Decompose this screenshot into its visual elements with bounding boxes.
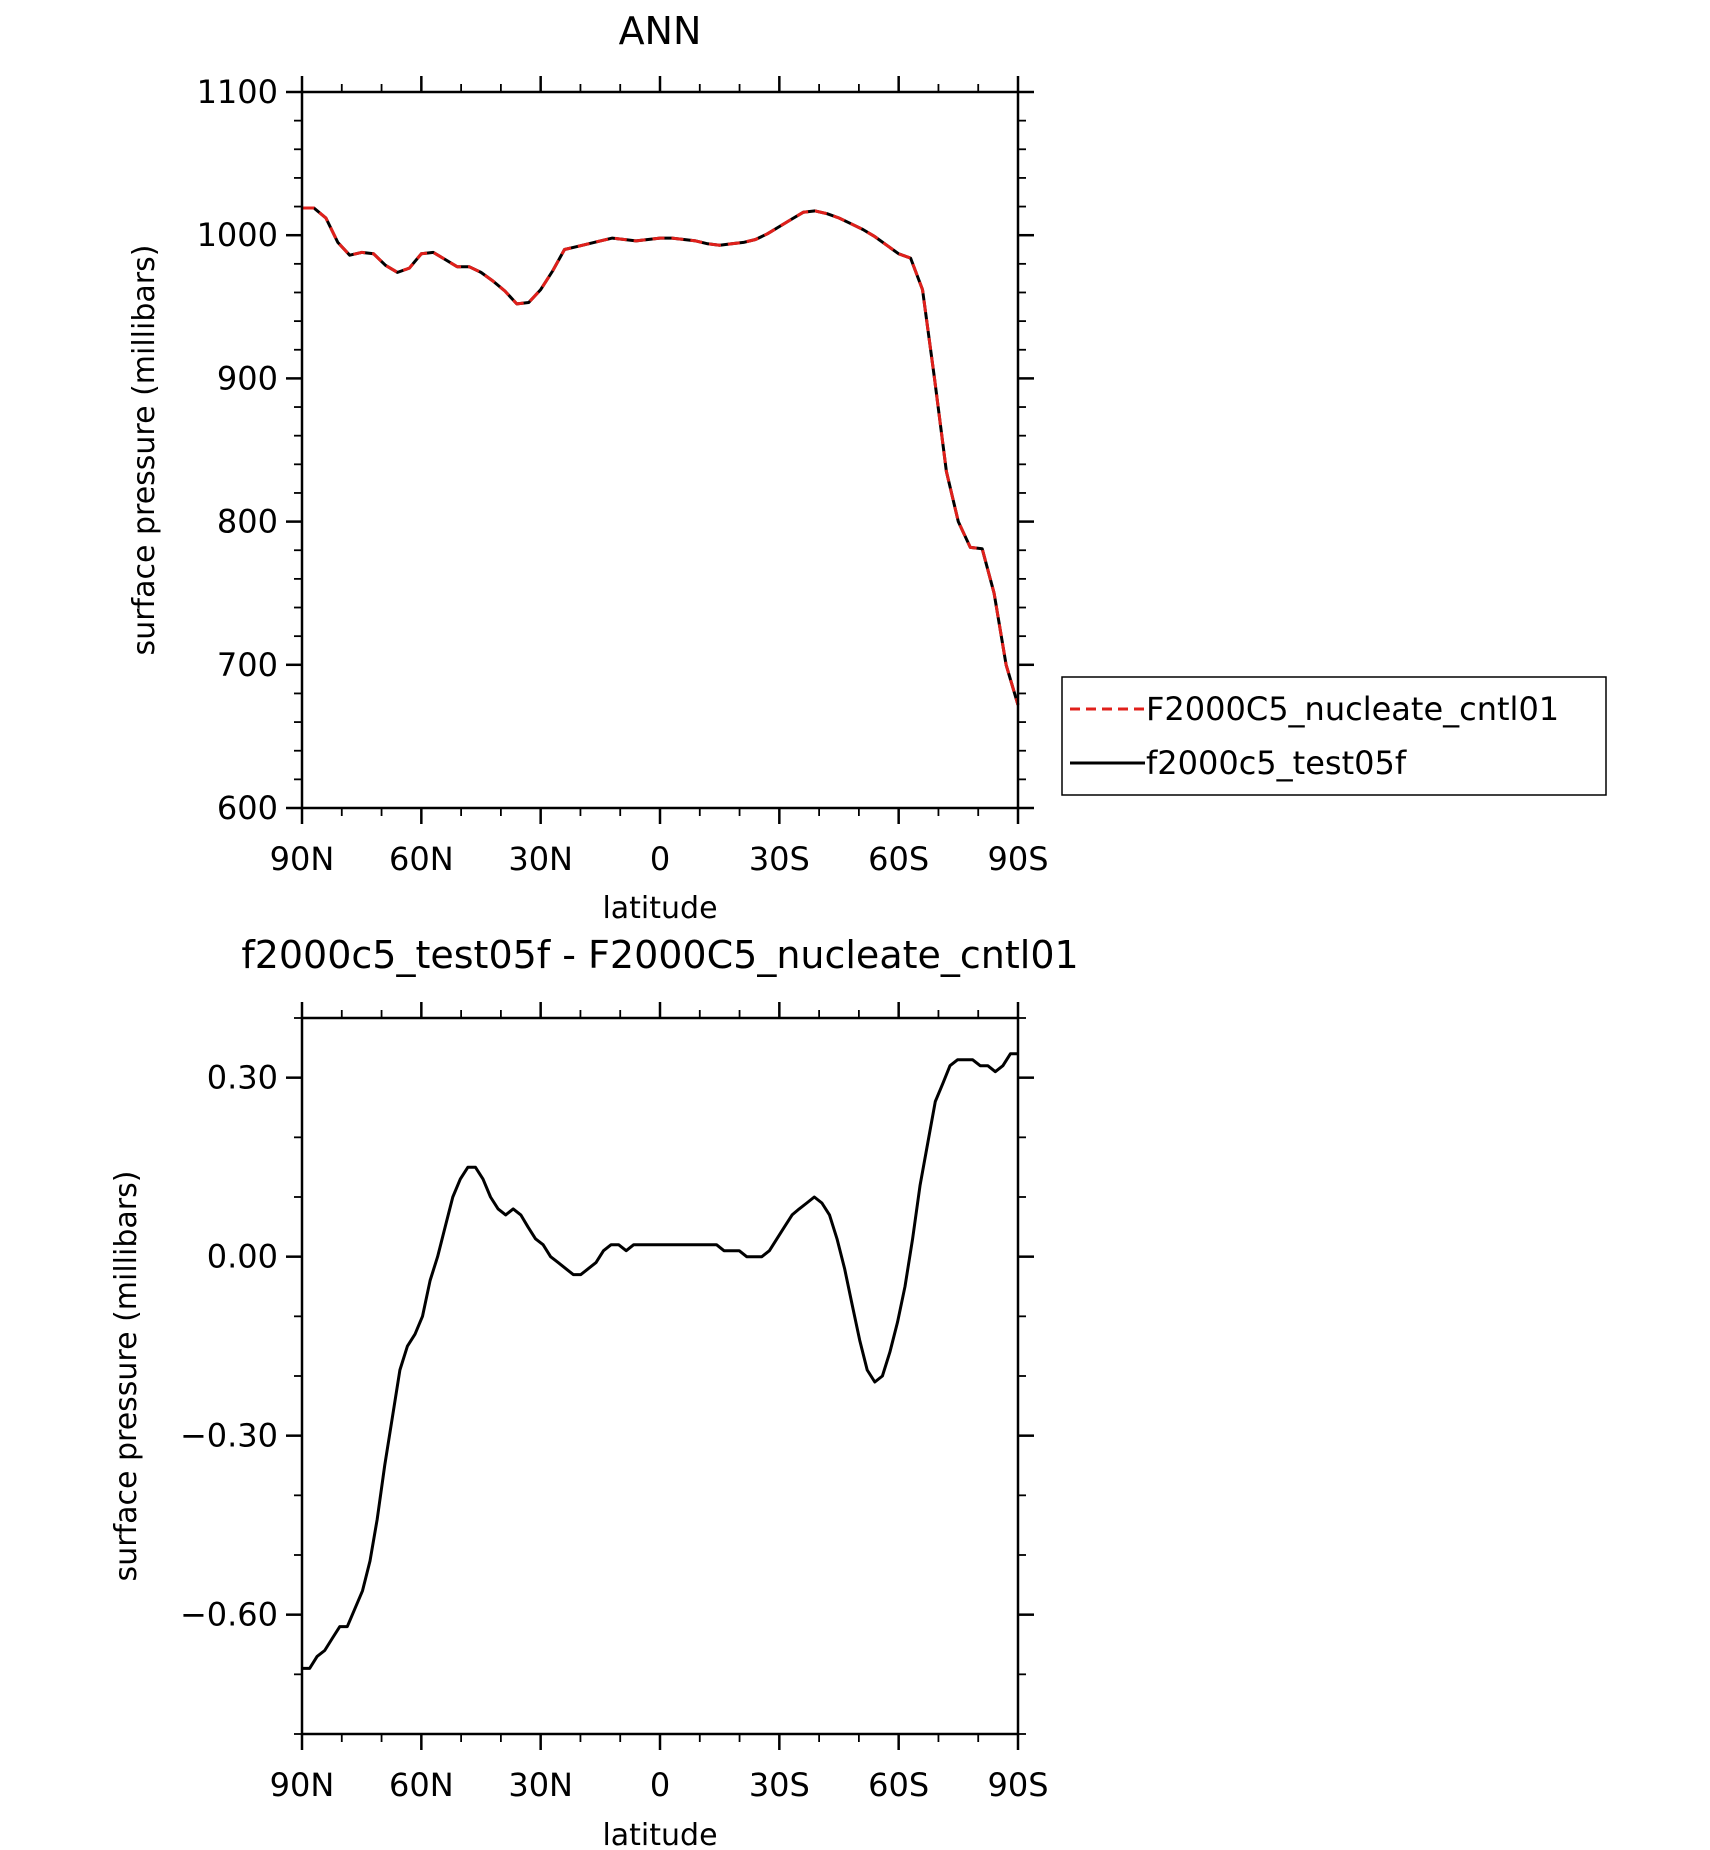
top-chart-plot-frame — [300, 90, 1020, 810]
bottom-y-tick-label: 0.00 — [207, 1238, 278, 1276]
bottom-x-tick-label: 30S — [749, 1766, 810, 1804]
top-y-tick-label: 900 — [217, 359, 278, 397]
top-chart-x-axis-title: latitude — [602, 891, 717, 926]
bottom-chart-title: f2000c5_test05f - F2000C5_nucleate_cntl0… — [241, 933, 1078, 977]
bottom-x-tick-label: 60N — [389, 1766, 454, 1804]
bottom-x-tick-label: 90S — [987, 1766, 1048, 1804]
top-chart-title: ANN — [619, 9, 702, 53]
bottom-chart-plot-frame — [300, 1016, 1020, 1736]
bottom-x-tick-label: 60S — [868, 1766, 929, 1804]
bottom-y-tick-label: −0.60 — [180, 1596, 278, 1634]
bottom-chart-y-axis-title: surface pressure (millibars) — [109, 1171, 144, 1582]
legend-label-test: f2000c5_test05f — [1146, 744, 1407, 782]
top-x-tick-label: 30N — [508, 840, 573, 878]
top-y-tick-label: 600 — [217, 789, 278, 827]
top-x-tick-label: 60S — [868, 840, 929, 878]
top-x-tick-label: 30S — [749, 840, 810, 878]
top-x-tick-label: 0 — [650, 840, 670, 878]
top-series-line-F2000C5_nucleate_cntl01 — [302, 206, 1020, 706]
legend-box — [1061, 676, 1607, 796]
legend-label-cntl: F2000C5_nucleate_cntl01 — [1146, 690, 1559, 728]
top-x-tick-label: 60N — [389, 840, 454, 878]
top-y-tick-label: 800 — [217, 503, 278, 541]
bottom-y-tick-label: −0.30 — [180, 1417, 278, 1455]
bottom-x-tick-label: 90N — [270, 1766, 335, 1804]
top-y-tick-label: 1100 — [197, 73, 278, 111]
top-y-tick-label: 700 — [217, 646, 278, 684]
top-x-tick-label: 90N — [270, 840, 335, 878]
bottom-chart: f2000c5_test05f - F2000C5_nucleate_cntl0… — [109, 933, 1079, 1850]
bottom-chart-x-axis-title: latitude — [602, 1818, 717, 1850]
bottom-y-tick-label: 0.30 — [207, 1059, 278, 1097]
top-x-tick-label: 90S — [987, 840, 1048, 878]
top-y-tick-label: 1000 — [197, 216, 278, 254]
top-series-line-f2000c5_test05f — [302, 206, 1020, 706]
bottom-x-tick-label: 30N — [508, 1766, 573, 1804]
bottom-x-tick-label: 0 — [650, 1766, 670, 1804]
legend: F2000C5_nucleate_cntl01 f2000c5_test05f — [1061, 676, 1607, 796]
bottom-series-line — [302, 1052, 1018, 1670]
top-chart: ANN 90N 60N 30N 0 30S 60S 90S 600 700 800 900 1000 1… — [127, 9, 1607, 926]
top-chart-y-axis-title: surface pressure (millibars) — [127, 245, 162, 656]
